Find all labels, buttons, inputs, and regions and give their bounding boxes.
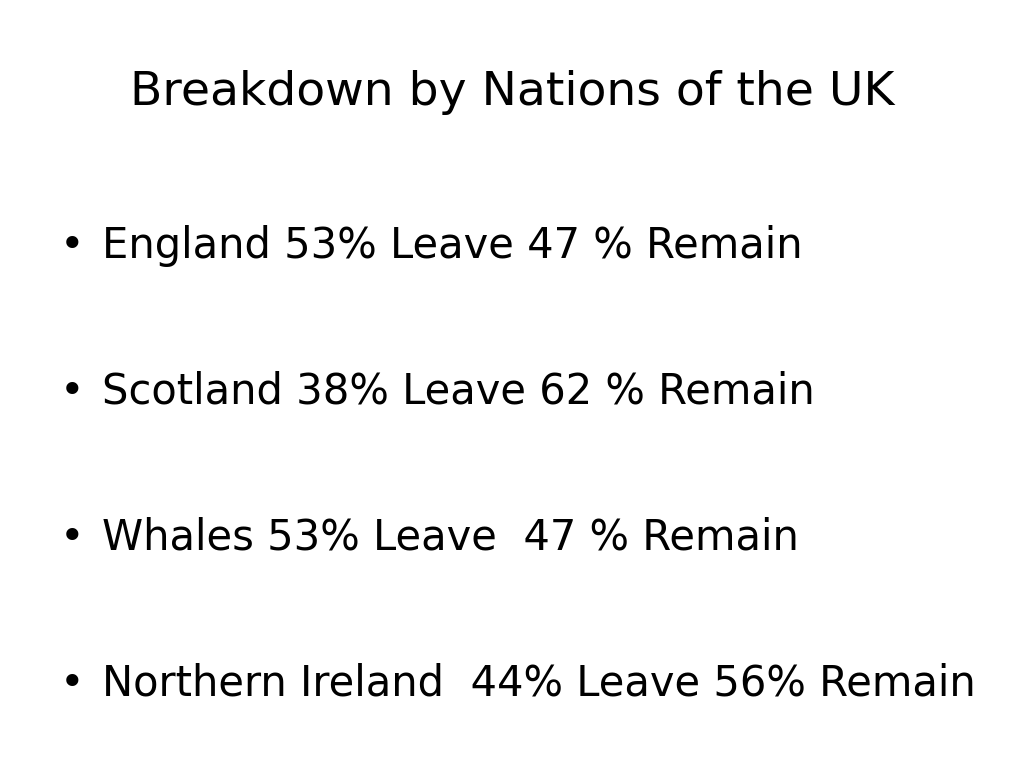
Text: Breakdown by Nations of the UK: Breakdown by Nations of the UK: [130, 70, 894, 114]
Text: Northern Ireland  44% Leave 56% Remain: Northern Ireland 44% Leave 56% Remain: [102, 663, 976, 704]
Text: •: •: [59, 371, 84, 412]
Text: •: •: [59, 517, 84, 558]
Text: England 53% Leave 47 % Remain: England 53% Leave 47 % Remain: [102, 225, 803, 266]
Text: Scotland 38% Leave 62 % Remain: Scotland 38% Leave 62 % Remain: [102, 371, 815, 412]
Text: •: •: [59, 663, 84, 704]
Text: Whales 53% Leave  47 % Remain: Whales 53% Leave 47 % Remain: [102, 517, 800, 558]
Text: •: •: [59, 225, 84, 266]
